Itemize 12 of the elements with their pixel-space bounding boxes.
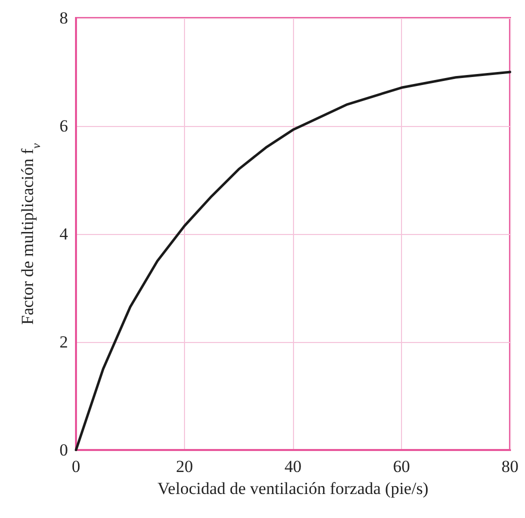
y-tick-label: 6 [60, 116, 68, 136]
x-tick-label: 60 [393, 457, 410, 476]
x-axis-title: Velocidad de ventilación forzada (pie/s) [158, 479, 428, 498]
y-axis-title: Factor de multiplicación fv [18, 142, 43, 325]
y-tick-label: 8 [60, 8, 68, 28]
x-tick-label: 0 [72, 457, 80, 476]
x-tick-label: 20 [176, 457, 193, 476]
y-tick-label: 4 [60, 224, 68, 244]
x-tick-label: 80 [502, 457, 518, 476]
x-tick-label: 40 [284, 457, 302, 476]
y-tick-label: 2 [60, 332, 68, 352]
y-tick-label: 0 [60, 440, 68, 460]
